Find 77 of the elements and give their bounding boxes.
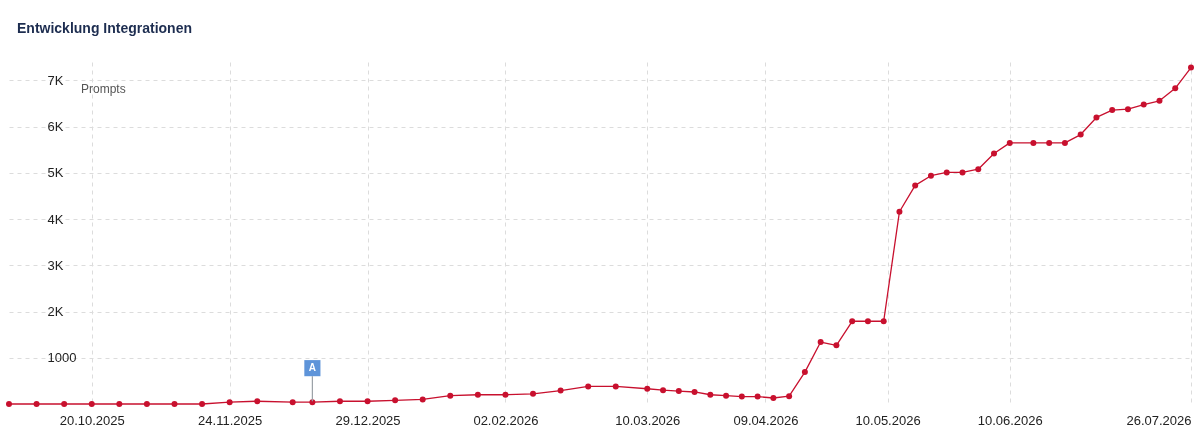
- point: [1140, 101, 1147, 108]
- point: [254, 398, 261, 405]
- point: [644, 385, 651, 392]
- point: [447, 392, 454, 399]
- point: [1093, 114, 1100, 121]
- point: [199, 401, 206, 407]
- point: [1188, 64, 1194, 71]
- y-tick-label: 5K: [47, 165, 64, 181]
- point: [1061, 139, 1068, 146]
- point: [927, 172, 934, 179]
- point: [61, 401, 68, 407]
- point: [691, 388, 698, 395]
- point: [675, 388, 682, 395]
- point: [864, 318, 871, 325]
- point: [289, 399, 296, 406]
- point: [833, 342, 840, 349]
- point: [660, 387, 667, 394]
- point: [143, 401, 150, 407]
- point: [707, 391, 714, 398]
- point: [880, 318, 887, 325]
- x-tick-label: 10.06.2026: [977, 412, 1043, 428]
- annotation: A: [308, 362, 316, 374]
- point: [419, 396, 426, 403]
- y-tick-label: 1000: [47, 350, 77, 366]
- point: [309, 399, 316, 406]
- y-tick-label: 4K: [47, 211, 64, 227]
- point: [171, 401, 178, 407]
- point: [912, 182, 919, 189]
- point: [116, 401, 123, 407]
- x-tick-label: 24.11.2025: [198, 412, 263, 428]
- point: [474, 391, 481, 398]
- y-tick-label: 7K: [47, 72, 64, 88]
- point: [88, 401, 95, 407]
- point: [754, 393, 761, 400]
- point: [817, 339, 824, 346]
- x-tick-label: 10.03.2026: [615, 412, 681, 428]
- y-tick-label: 6K: [47, 119, 64, 135]
- point: [723, 392, 730, 399]
- annotation: Prompts: [81, 82, 126, 96]
- point: [943, 169, 950, 176]
- point: [770, 395, 777, 401]
- x-tick-label: 02.02.2026: [473, 412, 539, 428]
- point: [1030, 139, 1037, 146]
- point: [585, 383, 592, 390]
- y-tick-label: 2K: [47, 304, 64, 320]
- x-tick-label: 10.05.2026: [855, 412, 921, 428]
- point: [33, 401, 40, 407]
- y-tick-label: 3K: [47, 257, 64, 273]
- point: [991, 150, 997, 157]
- point: [786, 393, 793, 400]
- point: [1124, 106, 1131, 113]
- point: [226, 399, 233, 406]
- point: [364, 398, 371, 405]
- point: [959, 169, 966, 176]
- x-tick-label: 20.10.2025: [59, 412, 125, 428]
- point: [1109, 107, 1116, 114]
- point: [801, 369, 808, 376]
- point: [6, 401, 12, 407]
- point: [896, 208, 903, 215]
- point: [1172, 85, 1179, 92]
- x-tick-label: 29.12.2025: [335, 412, 401, 428]
- point: [392, 397, 399, 404]
- point: [975, 166, 982, 173]
- point: [849, 318, 856, 325]
- x-tick-label: 09.04.2026: [733, 412, 799, 428]
- point: [1006, 139, 1013, 146]
- point: [1046, 139, 1053, 146]
- point: [336, 398, 343, 405]
- point: [502, 391, 509, 398]
- point: [530, 390, 537, 397]
- point: [557, 387, 564, 394]
- point: [738, 393, 745, 400]
- point: [1077, 131, 1084, 138]
- point: [612, 383, 619, 390]
- point: [1156, 97, 1163, 104]
- chart-title: Entwicklung Integrationen: [17, 20, 193, 36]
- x-tick-label: 26.07.2026: [1126, 412, 1192, 428]
